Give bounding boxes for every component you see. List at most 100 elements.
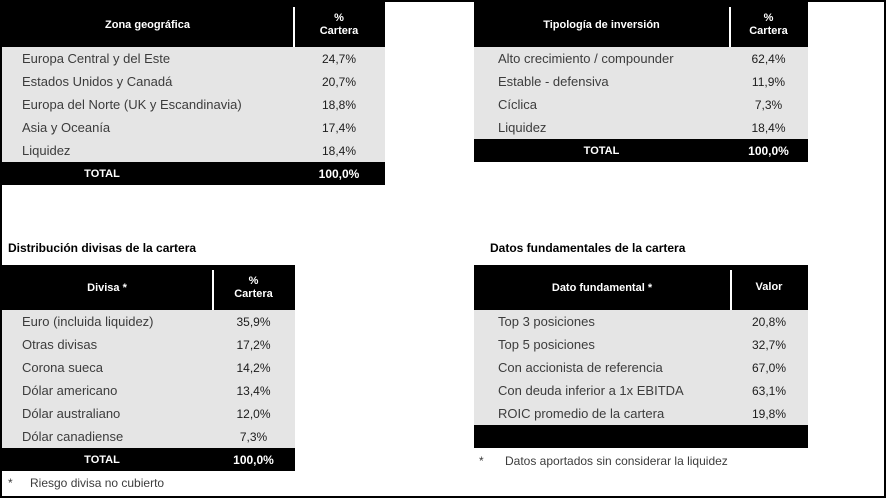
row-value: 32,7% (751, 337, 787, 352)
fundamentals-col2-header: Valor (730, 265, 808, 310)
row-label: Con deuda inferior a 1x EBITDA (498, 383, 684, 398)
cartera-label: Cartera (749, 24, 788, 37)
valor-label: Valor (755, 281, 783, 293)
row-value: 35,9% (236, 314, 271, 329)
footnote-text: Datos aportados sin considerar la liquid… (505, 454, 728, 468)
table-row: Estable - defensiva 11,9% (474, 70, 808, 93)
table-row: Europa Central y del Este 24,7% (2, 47, 385, 70)
row-label: Euro (incluida liquidez) (22, 314, 154, 329)
row-label: Liquidez (498, 120, 547, 135)
table-row: Asia y Oceanía 17,4% (2, 116, 385, 139)
row-label: Top 5 posiciones (498, 337, 595, 352)
row-label: Estados Unidos y Canadá (22, 74, 173, 89)
row-label: Europa Central y del Este (22, 51, 171, 66)
table-row: Liquidez 18,4% (474, 116, 808, 139)
total-value: 100,0% (748, 143, 789, 158)
row-value: 18,4% (751, 120, 786, 135)
typology-table: Tipología de inversión % Cartera Alto cr… (474, 2, 808, 162)
row-label: Europa del Norte (UK y Escandinavia) (22, 97, 242, 112)
table-row: Estados Unidos y Canadá 20,7% (2, 70, 385, 93)
row-value: 19,8% (751, 406, 787, 421)
currency-col1-header: Divisa * (87, 281, 127, 294)
row-value: 63,1% (751, 383, 787, 398)
total-value: 100,0% (233, 452, 274, 467)
footnote-asterisk: * (8, 476, 13, 490)
table-row: Con accionista de referencia 67,0% (474, 356, 808, 379)
row-label: Cíclica (498, 97, 538, 112)
row-value: 24,7% (321, 51, 357, 66)
typology-col1-header: Tipología de inversión (543, 18, 660, 31)
row-value: 17,4% (321, 120, 357, 135)
footnote-asterisk: * (479, 454, 484, 468)
fundamentals-footnote: * Datos aportados sin considerar la liqu… (479, 454, 728, 468)
row-label: Corona sueca (22, 360, 103, 375)
fundamentals-table-header: Dato fundamental * Valor (474, 265, 808, 310)
row-value: 7,3% (754, 97, 783, 112)
geography-total-row: TOTAL 100,0% (2, 162, 385, 185)
row-value: 20,7% (321, 74, 357, 89)
total-value: 100,0% (318, 166, 360, 181)
geography-col2-header: % Cartera (293, 2, 385, 47)
fundamentals-table: Dato fundamental * Valor Top 3 posicione… (474, 265, 808, 448)
pct-symbol: % (248, 274, 259, 287)
row-value: 13,4% (236, 383, 271, 398)
empty-total-bar (474, 425, 808, 448)
fundamentals-col1-header: Dato fundamental * (551, 281, 653, 294)
row-value: 20,8% (751, 314, 787, 329)
row-label: Asia y Oceanía (22, 120, 111, 135)
row-label: Alto crecimiento / compounder (498, 51, 674, 66)
row-label: Dólar canadiense (22, 429, 124, 444)
row-label: Dólar australiano (22, 406, 121, 421)
currency-table: Divisa * % Cartera Euro (incluida liquid… (2, 265, 295, 471)
row-label: Dólar americano (22, 383, 118, 398)
total-label: TOTAL (84, 167, 120, 180)
row-label: Con accionista de referencia (498, 360, 663, 375)
row-label: Top 3 posiciones (498, 314, 595, 329)
fundamentals-table-title: Datos fundamentales de la cartera (490, 241, 686, 255)
table-row: Top 5 posiciones 32,7% (474, 333, 808, 356)
table-row: Euro (incluida liquidez) 35,9% (2, 310, 295, 333)
currency-total-row: TOTAL 100,0% (2, 448, 295, 471)
table-row: Corona sueca 14,2% (2, 356, 295, 379)
row-value: 18,4% (321, 143, 357, 158)
table-row: Liquidez 18,4% (2, 139, 385, 162)
currency-col2-header: % Cartera (212, 265, 295, 310)
table-row: Otras divisas 17,2% (2, 333, 295, 356)
currency-table-header: Divisa * % Cartera (2, 265, 295, 310)
row-value: 18,8% (321, 97, 357, 112)
row-value: 17,2% (236, 337, 271, 352)
total-label: TOTAL (84, 453, 120, 466)
geography-col1-header: Zona geográfica (105, 18, 190, 31)
row-value: 67,0% (751, 360, 787, 375)
table-row: Cíclica 7,3% (474, 93, 808, 116)
footnote-text: Riesgo divisa no cubierto (30, 476, 165, 490)
table-row: Dólar americano 13,4% (2, 379, 295, 402)
typology-total-row: TOTAL 100,0% (474, 139, 808, 162)
row-value: 62,4% (751, 51, 786, 66)
row-label: Otras divisas (22, 337, 98, 352)
typology-table-header: Tipología de inversión % Cartera (474, 2, 808, 47)
typology-col2-header: % Cartera (729, 2, 808, 47)
table-row: Europa del Norte (UK y Escandinavia) 18,… (2, 93, 385, 116)
currency-table-title: Distribución divisas de la cartera (8, 241, 197, 255)
geography-table: Zona geográfica % Cartera Europa Central… (2, 2, 385, 185)
table-row: Con deuda inferior a 1x EBITDA 63,1% (474, 379, 808, 402)
table-row: Alto crecimiento / compounder 62,4% (474, 47, 808, 70)
table-row: ROIC promedio de la cartera 19,8% (474, 402, 808, 425)
row-value: 11,9% (751, 74, 786, 89)
pct-symbol: % (763, 11, 774, 24)
table-row: Dólar canadiense 7,3% (2, 425, 295, 448)
row-label: ROIC promedio de la cartera (498, 406, 665, 421)
cartera-label: Cartera (319, 24, 359, 37)
total-label: TOTAL (583, 144, 620, 157)
cartera-label: Cartera (234, 287, 273, 300)
row-value: 14,2% (236, 360, 271, 375)
row-label: Estable - defensiva (498, 74, 609, 89)
row-value: 12,0% (236, 406, 271, 421)
geography-table-header: Zona geográfica % Cartera (2, 2, 385, 47)
row-label: Liquidez (22, 143, 71, 158)
currency-footnote: * Riesgo divisa no cubierto (8, 476, 164, 490)
row-value: 7,3% (239, 429, 268, 444)
table-row: Dólar australiano 12,0% (2, 402, 295, 425)
